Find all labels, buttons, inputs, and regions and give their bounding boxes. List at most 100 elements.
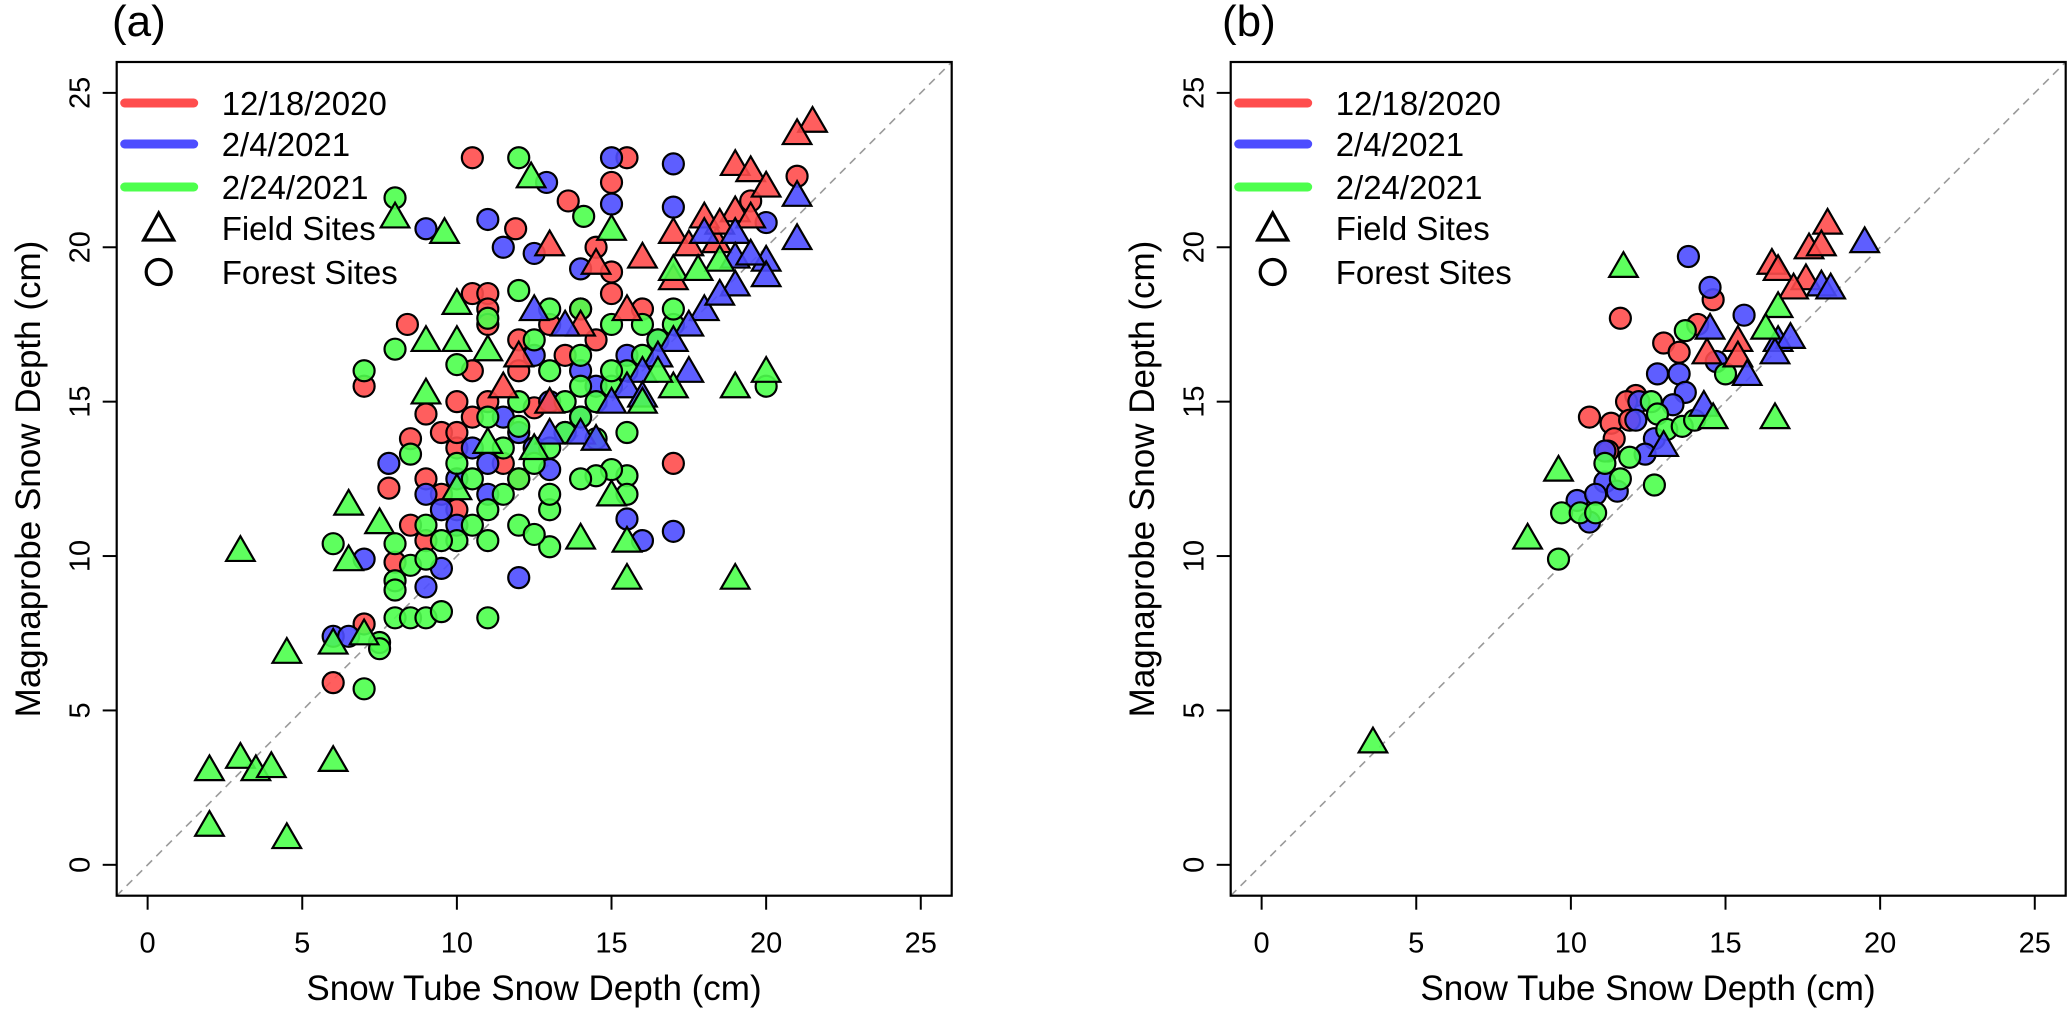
axes-b: 0 5 10 15 20 25 0 5 10 15 20 25 — [1179, 60, 2067, 960]
point-field-12-18-2020 — [1721, 339, 1755, 368]
x-tick-label: 10 — [441, 928, 473, 960]
y-tick-label: 0 — [1179, 857, 1211, 873]
y-tick-label: 25 — [65, 77, 97, 109]
y-tick-label: 15 — [1179, 386, 1211, 418]
legend-label: 12/18/2020 — [1336, 85, 1501, 122]
point-field-2-4-2021 — [749, 259, 783, 288]
x-tick-label: 15 — [1709, 928, 1741, 960]
legend-label: Field Sites — [222, 210, 376, 247]
point-field-2-24-2021 — [316, 626, 350, 655]
point-field-12-18-2020 — [1690, 336, 1724, 365]
point-forest-2-4-2021 — [414, 482, 438, 506]
point-forest-12-18-2020 — [599, 170, 624, 195]
point-forest-2-24-2021 — [1618, 445, 1642, 469]
point-field-12-18-2020 — [487, 370, 520, 399]
point-field-12-18-2020 — [703, 206, 736, 235]
point-forest-2-24-2021 — [352, 359, 376, 383]
point-forest-2-24-2021 — [460, 467, 484, 491]
x-tick-label: 20 — [1864, 928, 1896, 960]
y-tick-label: 0 — [65, 857, 97, 873]
y-tick-label: 20 — [65, 231, 97, 263]
point-field-12-18-2020 — [734, 200, 767, 229]
legend-triangle-icon — [1254, 209, 1291, 242]
y-tick-label: 15 — [65, 386, 97, 418]
point-field-2-24-2021 — [193, 808, 226, 837]
point-field-2-24-2021 — [641, 354, 675, 383]
point-field-2-24-2021 — [332, 487, 365, 516]
point-field-2-24-2021 — [1356, 725, 1390, 754]
y-axis-title-a: Magnaprobe Snow Depth (cm) — [9, 241, 48, 718]
point-forest-2-24-2021 — [568, 343, 593, 367]
point-forest-2-24-2021 — [1593, 451, 1617, 476]
panel-label-a: (a) — [112, 0, 166, 46]
point-forest-2-4-2021 — [661, 519, 685, 543]
point-forest-2-4-2021 — [414, 217, 438, 241]
point-field-2-4-2021 — [1758, 336, 1792, 365]
point-field-2-24-2021 — [471, 425, 505, 454]
legend-label: Forest Sites — [1336, 254, 1512, 291]
point-forest-12-18-2020 — [445, 420, 469, 445]
point-forest-2-24-2021 — [429, 529, 454, 553]
point-forest-2-24-2021 — [491, 482, 515, 506]
point-field-2-24-2021 — [657, 253, 690, 282]
legend-label: Forest Sites — [222, 254, 398, 291]
point-forest-2-24-2021 — [1546, 547, 1571, 571]
point-field-12-18-2020 — [533, 228, 566, 257]
legend-label: 2/4/2021 — [1336, 126, 1464, 163]
point-field-2-24-2021 — [610, 524, 644, 553]
x-axis-title-a: Snow Tube Snow Depth (cm) — [306, 969, 761, 1008]
point-forest-2-24-2021 — [414, 547, 438, 571]
point-field-2-24-2021 — [440, 287, 474, 315]
point-forest-2-4-2021 — [1676, 244, 1701, 269]
point-field-2-4-2021 — [610, 370, 644, 399]
point-forest-12-18-2020 — [556, 189, 580, 213]
point-field-2-4-2021 — [719, 268, 752, 297]
point-forest-2-24-2021 — [445, 353, 469, 377]
point-field-2-24-2021 — [1696, 401, 1730, 430]
point-forest-2-24-2021 — [1608, 467, 1632, 491]
point-field-2-24-2021 — [409, 376, 443, 405]
point-forest-2-24-2021 — [383, 337, 407, 361]
point-forest-12-18-2020 — [504, 217, 528, 241]
plot-frame — [115, 60, 953, 897]
point-forest-12-18-2020 — [445, 390, 469, 414]
legend-label: 12/18/2020 — [222, 85, 387, 122]
point-forest-2-24-2021 — [507, 467, 531, 491]
point-forest-2-24-2021 — [476, 498, 500, 522]
x-tick-label: 25 — [2019, 928, 2051, 960]
plot-frame — [1229, 60, 2067, 897]
legend-label: 2/24/2021 — [1336, 169, 1483, 206]
point-field-2-4-2021 — [533, 416, 566, 445]
y-tick-label: 5 — [1179, 702, 1211, 718]
point-field-2-24-2021 — [749, 354, 783, 383]
axes-a: 0 5 10 15 20 25 0 5 10 15 20 25 — [65, 60, 953, 960]
point-forest-2-4-2021 — [661, 152, 685, 176]
point-forest-2-4-2021 — [661, 195, 685, 219]
point-field-12-18-2020 — [533, 385, 566, 414]
point-forest-2-4-2021 — [1732, 303, 1756, 327]
legend-b: 12/18/2020 2/4/2021 2/24/2021 Field Sites Fo… — [1234, 85, 1512, 291]
point-field-2-24-2021 — [564, 521, 597, 550]
point-forest-2-24-2021 — [476, 606, 500, 630]
point-field-12-18-2020 — [1805, 228, 1838, 257]
point-forest-2-24-2021 — [615, 420, 639, 445]
point-forest-2-4-2021 — [377, 451, 401, 476]
point-field-2-4-2021 — [734, 237, 767, 266]
point-field-12-18-2020 — [610, 293, 644, 322]
point-forest-2-24-2021 — [568, 467, 593, 491]
point-field-2-24-2021 — [440, 324, 474, 353]
point-field-2-24-2021 — [409, 324, 443, 353]
point-field-2-24-2021 — [363, 506, 396, 535]
x-tick-label: 5 — [294, 928, 310, 960]
point-field-2-24-2021 — [1542, 453, 1575, 482]
point-field-12-18-2020 — [626, 240, 659, 269]
legend-label: 2/24/2021 — [222, 169, 369, 206]
point-field-2-4-2021 — [780, 222, 814, 251]
point-forest-2-24-2021 — [476, 405, 500, 429]
y-tick-label: 10 — [1179, 540, 1211, 572]
panel-a: (a) Snow Tube Snow Depth (cm) Magnaprobe… — [9, 0, 953, 1008]
point-forest-2-24-2021 — [661, 297, 685, 321]
panel-b: (b) Snow Tube Snow Depth (cm) Magnaprobe… — [1123, 0, 2067, 1008]
point-field-2-4-2021 — [579, 422, 613, 451]
point-forest-12-18-2020 — [460, 146, 484, 170]
